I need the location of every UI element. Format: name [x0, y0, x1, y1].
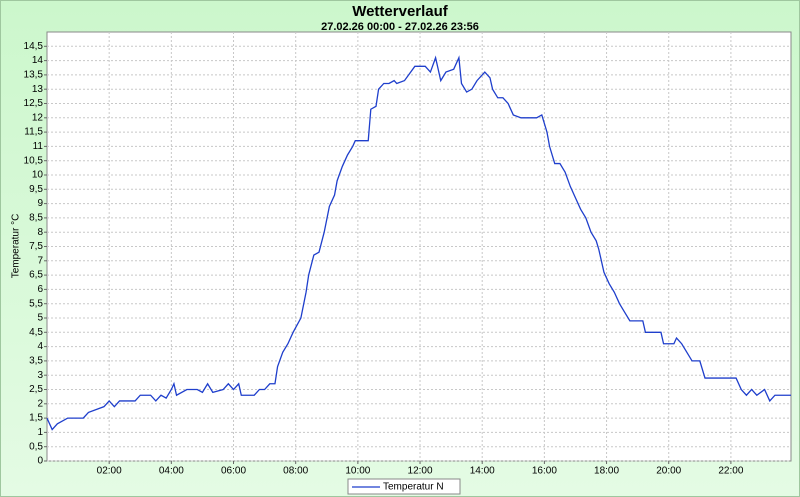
y-tick-label: 12 [32, 112, 44, 123]
x-tick-label: 06:00 [221, 466, 246, 477]
y-tick-label: 14,5 [24, 41, 44, 52]
y-tick-label: 9,5 [29, 184, 43, 195]
y-tick-label: 0,5 [29, 441, 43, 452]
x-tick-label: 20:00 [656, 466, 681, 477]
y-tick-label: 8,5 [29, 213, 43, 224]
x-tick-label: 14:00 [470, 466, 495, 477]
y-tick-label: 10,5 [24, 155, 44, 166]
y-tick-label: 3,5 [29, 356, 43, 367]
y-tick-label: 6,5 [29, 270, 43, 281]
x-tick-label: 18:00 [594, 466, 619, 477]
legend-label: Temperatur N [383, 482, 444, 493]
x-tick-label: 08:00 [283, 466, 308, 477]
y-tick-label: 4,5 [29, 327, 43, 338]
y-axis-label: Temperatur °C [11, 214, 22, 279]
y-tick-label: 10 [32, 170, 44, 181]
y-tick-label: 1 [37, 427, 43, 438]
y-tick-label: 3 [37, 370, 43, 381]
y-tick-label: 12,5 [24, 98, 44, 109]
y-tick-label: 5 [37, 313, 43, 324]
y-tick-label: 11 [33, 141, 44, 152]
x-tick-label: 04:00 [159, 466, 184, 477]
y-tick-label: 6 [37, 284, 43, 295]
y-tick-label: 2,5 [29, 384, 43, 395]
y-tick-label: 7,5 [29, 241, 43, 252]
y-tick-label: 13,5 [24, 70, 44, 81]
chart-title: Wetterverlauf [352, 3, 449, 20]
x-tick-label: 02:00 [97, 466, 122, 477]
y-tick-label: 11,5 [24, 127, 43, 138]
y-tick-label: 2 [37, 398, 43, 409]
y-tick-label: 13 [32, 84, 44, 95]
y-tick-label: 9 [37, 198, 43, 209]
y-tick-label: 7 [37, 255, 43, 266]
data-line [46, 55, 791, 431]
y-tick-label: 0 [37, 456, 43, 467]
y-tick-label: 1,5 [29, 413, 43, 424]
legend-box [347, 478, 461, 495]
y-tick-label: 8 [37, 227, 43, 238]
chart-subtitle: 27.02.26 00:00 - 27.02.26 23:56 [321, 21, 479, 33]
x-tick-label: 10:00 [345, 466, 370, 477]
x-tick-label: 12:00 [408, 466, 433, 477]
y-tick-label: 14 [32, 55, 44, 66]
y-tick-label: 5,5 [29, 298, 43, 309]
x-tick-label: 16:00 [532, 466, 557, 477]
y-tick-label: 4 [37, 341, 43, 352]
x-tick-label: 22:00 [718, 466, 743, 477]
